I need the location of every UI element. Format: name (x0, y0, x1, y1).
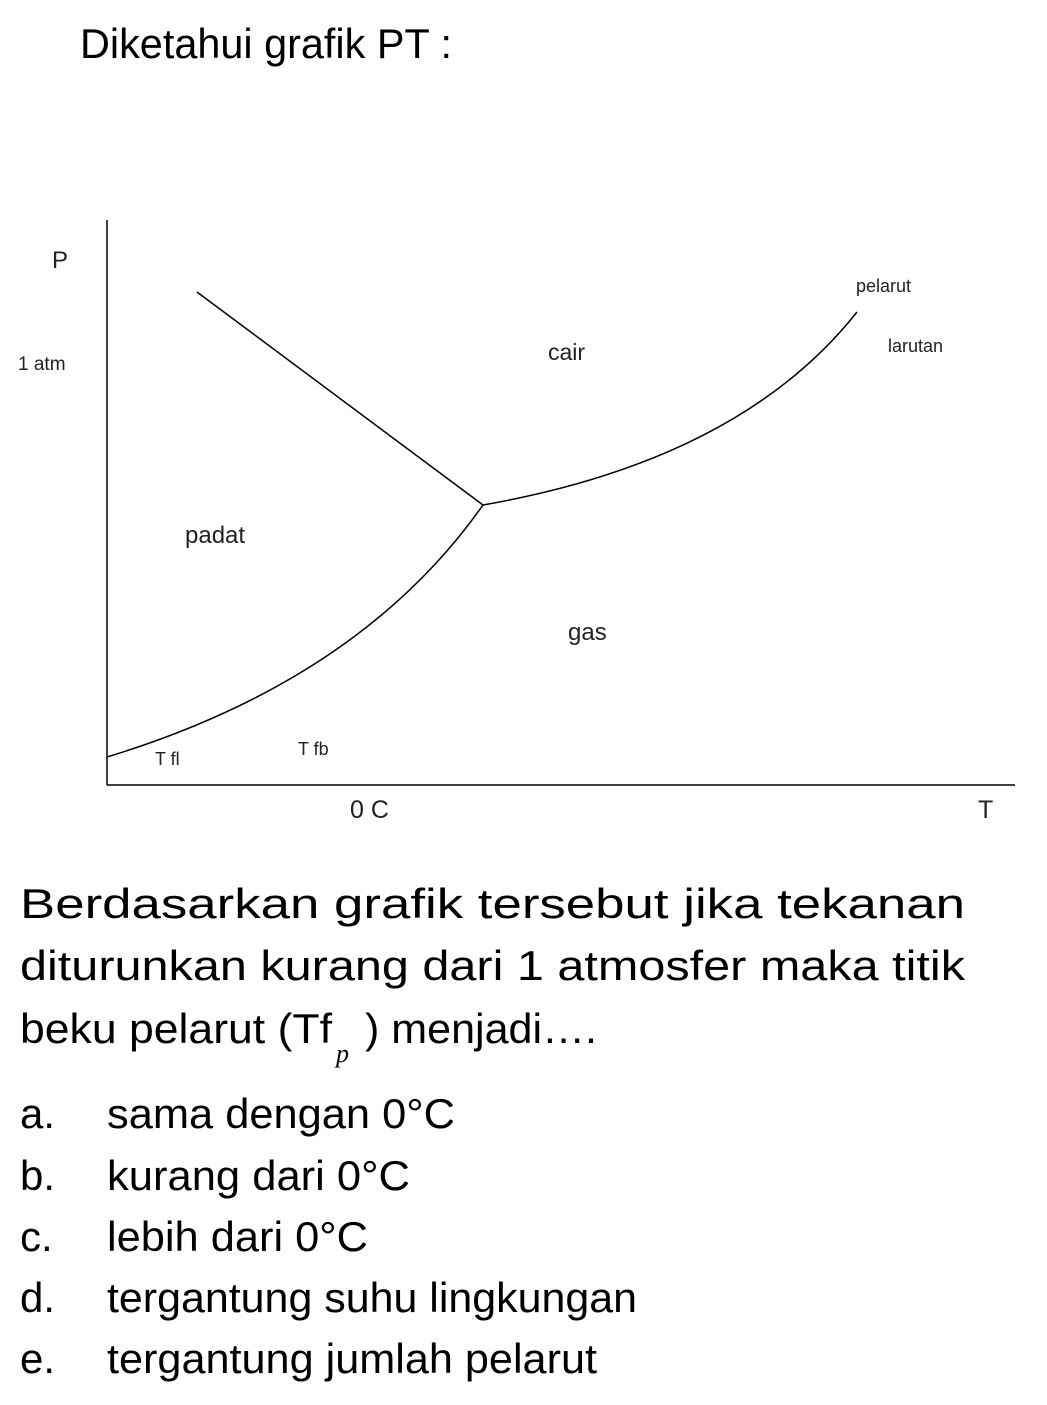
option-text: tergantung suhu lingkungan (107, 1274, 637, 1321)
option-letter: d. (20, 1274, 55, 1321)
option-letter: b. (20, 1152, 55, 1199)
melting-curve (196, 291, 484, 506)
label: 1 atm (18, 354, 66, 375)
option-text: kurang dari 0°C (107, 1152, 410, 1199)
label: P (52, 247, 68, 274)
question-line: diturunkan kurang dari 1 atmosfer maka t… (20, 942, 966, 989)
sublimation-curve (106, 504, 484, 758)
question: Berdasarkan grafik tersebut jika tekanan… (20, 880, 966, 1068)
options: a. sama dengan 0°C b. kurang dari 0°C c.… (20, 1090, 637, 1382)
option-letter: a. (20, 1090, 55, 1137)
boiling-curve (482, 311, 858, 506)
label: T (978, 796, 993, 824)
question-line: beku pelarut (Tf (20, 1005, 332, 1052)
label: gas (568, 619, 607, 646)
label: T fl (155, 749, 180, 769)
option-letter: c. (20, 1213, 53, 1260)
label: cair (548, 339, 585, 365)
pt-diagram (106, 220, 1015, 786)
label: pelarut (856, 276, 911, 296)
label: 0 C (350, 796, 389, 824)
option-text: tergantung jumlah pelarut (107, 1335, 597, 1382)
subscript: p (334, 1039, 349, 1068)
label: T fb (298, 739, 329, 759)
option-letter: e. (20, 1335, 55, 1382)
option-text: sama dengan 0°C (107, 1090, 455, 1137)
diagram-labels: P 1 atm cair pelarut larutan padat gas T… (18, 247, 993, 824)
label: larutan (888, 336, 943, 356)
title: Diketahui grafik PT : (80, 20, 452, 67)
label: padat (185, 522, 245, 549)
question-line: Berdasarkan grafik tersebut jika tekanan (20, 880, 965, 927)
option-text: lebih dari 0°C (107, 1213, 368, 1260)
question-line: ) menjadi…. (365, 1005, 597, 1052)
